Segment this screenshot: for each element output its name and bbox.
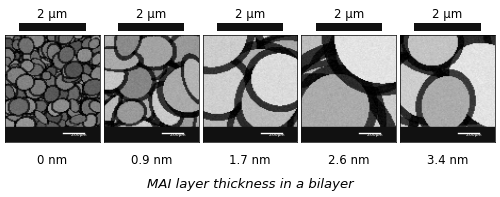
Text: 2.00μm: 2.00μm: [268, 133, 285, 137]
Text: 2 μm: 2 μm: [432, 8, 462, 21]
Text: 1.7 nm: 1.7 nm: [229, 154, 271, 167]
Text: 0 nm: 0 nm: [38, 154, 68, 167]
Text: MAI layer thickness in a bilayer: MAI layer thickness in a bilayer: [146, 178, 354, 191]
Bar: [400, 127, 495, 142]
Bar: [202, 127, 298, 142]
Text: 2.00μm: 2.00μm: [71, 133, 88, 137]
Text: 3.4 nm: 3.4 nm: [427, 154, 468, 167]
Bar: [302, 127, 396, 142]
Text: 2.00μm: 2.00μm: [466, 133, 482, 137]
Text: 2 μm: 2 μm: [136, 8, 166, 21]
Bar: [5, 127, 100, 142]
Text: 2 μm: 2 μm: [334, 8, 364, 21]
Text: 2.6 nm: 2.6 nm: [328, 154, 370, 167]
Bar: [104, 127, 198, 142]
Text: 2.00μm: 2.00μm: [367, 133, 384, 137]
Text: 2 μm: 2 μm: [235, 8, 265, 21]
Text: 2 μm: 2 μm: [38, 8, 68, 21]
Text: 2.00μm: 2.00μm: [170, 133, 186, 137]
Text: 0.9 nm: 0.9 nm: [130, 154, 172, 167]
